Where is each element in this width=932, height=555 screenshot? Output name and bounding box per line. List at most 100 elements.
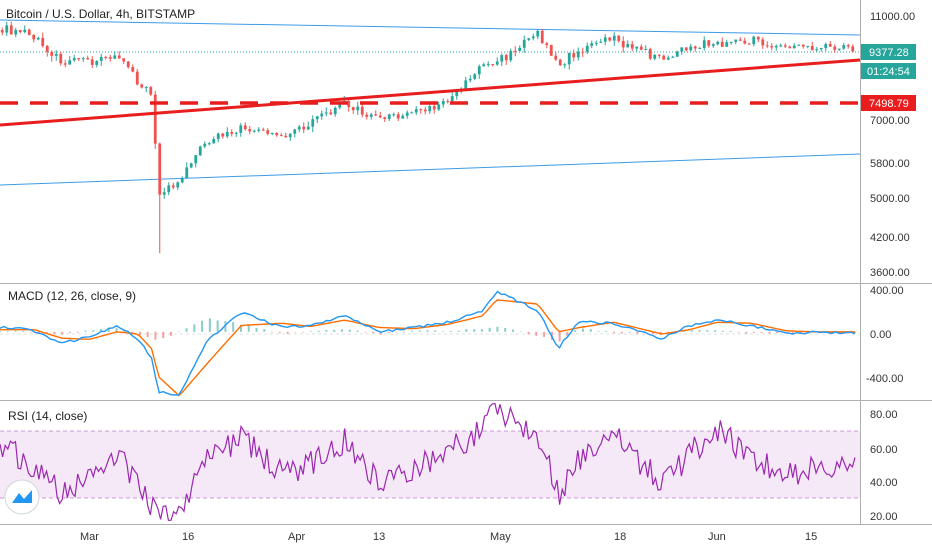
macd-histogram-bar	[605, 330, 608, 332]
candle-body	[752, 36, 756, 45]
candle-body	[68, 60, 72, 65]
candle-body	[104, 56, 108, 58]
macd-histogram-bar	[6, 331, 9, 332]
macd-histogram-bar	[247, 325, 250, 332]
macd-histogram-bar	[131, 331, 134, 334]
candle-body	[419, 109, 423, 111]
price-panel[interactable]	[0, 19, 861, 254]
candle-body	[626, 44, 630, 48]
rsi-axis[interactable]: 80.00 60.00 40.00 20.00	[870, 409, 898, 523]
candle-body	[558, 59, 562, 66]
logo-mountain-icon	[12, 490, 32, 503]
macd-histogram-bar	[426, 330, 429, 332]
candle-body	[770, 46, 774, 48]
candle-body	[468, 78, 472, 81]
candle-body	[567, 53, 571, 65]
price-tick: 5000.00	[870, 193, 910, 205]
macd-histogram-bar	[387, 331, 390, 333]
rsi-panel[interactable]	[0, 402, 860, 521]
candle-body	[788, 46, 792, 49]
candle-body	[756, 36, 760, 40]
macd-histogram-bar	[302, 331, 305, 333]
macd-histogram-bar	[721, 330, 724, 332]
macd-histogram-bar	[434, 330, 437, 332]
channel-line-top[interactable]	[0, 19, 861, 36]
macd-histogram-bar	[760, 331, 763, 333]
candle-body	[230, 131, 234, 134]
candle-body	[617, 35, 621, 41]
macd-histogram-bar	[519, 331, 522, 333]
price-tick: 7000.00	[870, 115, 910, 127]
macd-histogram-bar	[278, 331, 281, 334]
rsi-title: RSI (14, close)	[8, 409, 87, 423]
candle-body	[185, 167, 189, 179]
macd-histogram-bar	[698, 330, 701, 332]
candle-body	[311, 119, 315, 127]
time-tick: Jun	[708, 531, 726, 543]
candle-body	[41, 37, 45, 46]
candle-body	[0, 30, 4, 33]
candle-body	[266, 130, 270, 134]
candle-body	[113, 55, 117, 59]
price-axis[interactable]: 11000.00 7000.00 5800.00 5000.00 4200.00…	[870, 11, 915, 279]
macd-histogram-bar	[714, 330, 717, 332]
macd-histogram-bar	[22, 330, 25, 332]
macd-histogram-bar	[372, 331, 375, 334]
macd-panel[interactable]	[0, 290, 860, 397]
candle-body	[576, 51, 580, 58]
candle-body	[797, 44, 801, 46]
candle-body	[594, 42, 598, 44]
macd-histogram-bar	[263, 329, 266, 332]
candle-body	[738, 39, 742, 41]
macd-histogram-bar	[154, 331, 157, 340]
macd-axis[interactable]: 400.00 0.00 -400.00	[866, 285, 904, 385]
candle-body	[135, 71, 139, 85]
candle-body	[374, 114, 378, 116]
macd-histogram-bar	[457, 330, 460, 332]
macd-histogram-bar	[208, 318, 211, 332]
candle-body	[644, 48, 648, 50]
candle-body	[554, 55, 558, 60]
macd-histogram-bar	[527, 331, 530, 335]
tradingview-logo-button[interactable]	[4, 479, 40, 515]
macd-histogram-bar	[0, 330, 1, 332]
channel-line-bottom[interactable]	[0, 153, 861, 186]
candle-body	[396, 114, 400, 119]
candle-body	[270, 133, 274, 135]
macd-histogram-bar	[14, 330, 17, 332]
macd-histogram-bar	[597, 331, 600, 332]
candle-body	[378, 115, 382, 118]
candle-body	[585, 45, 589, 52]
macd-histogram-bar	[488, 327, 491, 332]
candle-body	[77, 58, 81, 60]
candle-body	[635, 46, 639, 49]
macd-histogram-bar	[356, 330, 359, 332]
candle-body	[842, 45, 846, 49]
macd-histogram	[0, 318, 856, 342]
candle-body	[801, 44, 805, 47]
macd-histogram-bar	[403, 331, 406, 333]
candles-group	[0, 21, 855, 254]
time-tick: 16	[182, 531, 194, 543]
candle-body	[792, 45, 796, 49]
macd-histogram-bar	[115, 328, 118, 332]
candle-body	[203, 143, 207, 147]
trend-line-rising[interactable]	[0, 58, 861, 127]
candle-body	[828, 44, 832, 47]
macd-signal-line	[0, 299, 855, 397]
candle-body	[540, 30, 544, 44]
candle-body	[513, 50, 517, 52]
rsi-tick: 40.00	[870, 477, 898, 489]
time-axis[interactable]: Mar 16 Apr 13 May 18 Jun 15	[80, 531, 817, 543]
candle-body	[612, 35, 616, 41]
rsi-tick: 80.00	[870, 409, 898, 421]
candle-body	[608, 37, 612, 41]
candle-body	[446, 101, 450, 103]
macd-histogram-bar	[706, 330, 709, 332]
macd-histogram-bar	[239, 324, 242, 332]
candle-body	[486, 64, 490, 66]
candle-body	[140, 84, 144, 88]
candle-body	[351, 107, 355, 111]
candle-body	[657, 54, 661, 56]
